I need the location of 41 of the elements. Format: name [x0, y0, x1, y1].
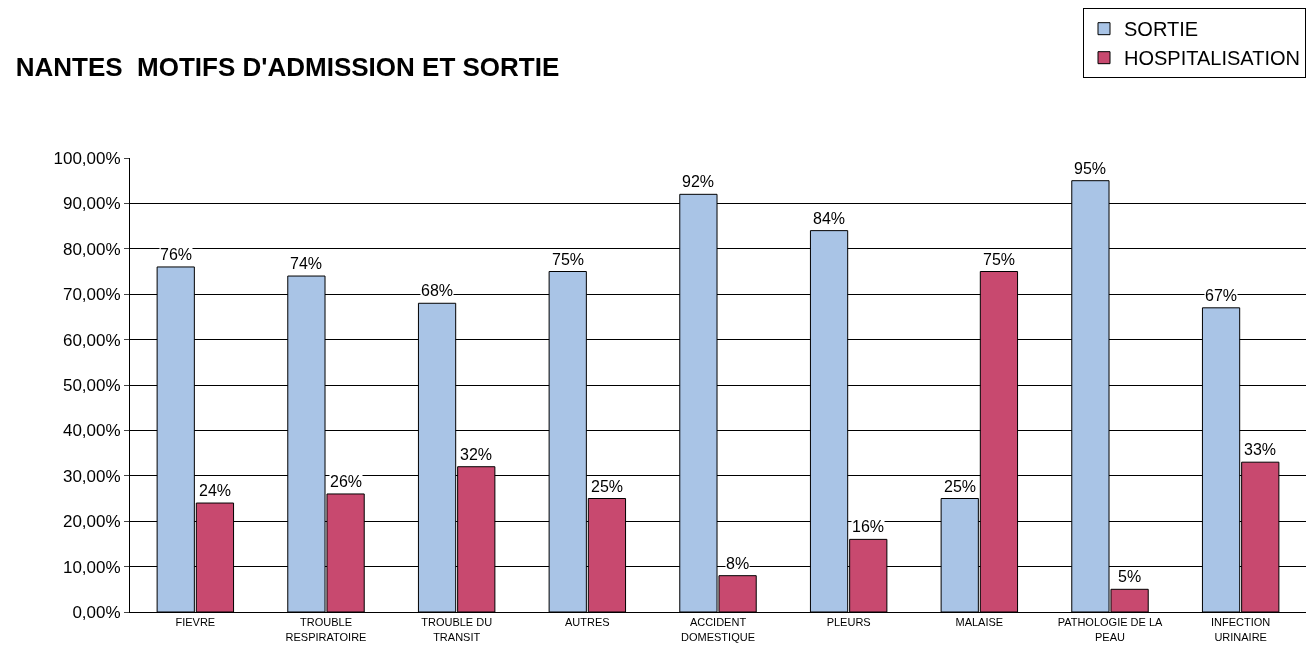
data-label: 92% — [682, 173, 715, 190]
x-tick-label: INFECTION URINAIRE — [1211, 616, 1271, 643]
data-label: 5% — [1118, 568, 1142, 585]
data-label: 67% — [1205, 287, 1238, 304]
data-label: 68% — [421, 282, 454, 299]
data-label: 33% — [1244, 441, 1277, 458]
data-label: 84% — [813, 210, 846, 227]
data-label: 74% — [290, 255, 323, 272]
x-tick-label: PATHOLOGIE DE LA PEAU — [1057, 616, 1164, 643]
legend-label: HOSPITALISATION — [1124, 47, 1300, 70]
data-label: 75% — [983, 251, 1016, 268]
x-tick-label: AUTRES — [565, 616, 610, 629]
y-tick-label: 100,00% — [53, 148, 121, 168]
legend-label: SORTIE — [1124, 18, 1199, 41]
data-label: 8% — [726, 555, 750, 572]
data-label: 24% — [199, 482, 232, 499]
data-label: 95% — [1074, 160, 1107, 177]
data-label: 76% — [160, 246, 193, 263]
data-label: 25% — [944, 478, 977, 495]
y-tick-label: 70,00% — [62, 285, 121, 305]
chart-title: NANTES MOTIFS D'ADMISSION ET SORTIE — [15, 51, 560, 82]
data-label: 26% — [330, 473, 363, 490]
x-tick-label: TROUBLE RESPIRATOIRE — [285, 616, 367, 643]
data-label: 32% — [460, 446, 493, 463]
y-tick-label: 40,00% — [62, 421, 121, 441]
data-label: 25% — [591, 478, 624, 495]
y-tick-label: 0,00% — [72, 602, 121, 622]
data-label: 16% — [852, 518, 885, 535]
x-tick-label: FIEVRE — [175, 616, 216, 629]
y-tick-label: 10,00% — [62, 557, 121, 577]
data-label: 75% — [552, 251, 585, 268]
x-tick-label: TROUBLE DU TRANSIT — [421, 616, 493, 643]
y-tick-label: 90,00% — [62, 194, 121, 214]
x-tick-label: ACCIDENT DOMESTIQUE — [681, 616, 755, 643]
y-tick-label: 20,00% — [62, 512, 121, 532]
y-tick-label: 60,00% — [62, 330, 121, 350]
x-tick-label: MALAISE — [955, 616, 1004, 629]
y-tick-label: 30,00% — [62, 466, 121, 486]
y-tick-label: 50,00% — [62, 375, 121, 395]
x-tick-label: PLEURS — [826, 616, 871, 629]
y-tick-label: 80,00% — [62, 239, 121, 259]
